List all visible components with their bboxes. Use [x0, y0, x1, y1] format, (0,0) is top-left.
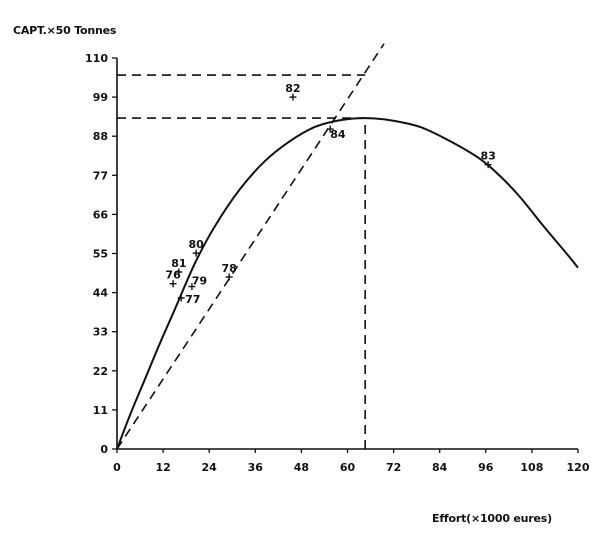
x-tick-label: 60	[340, 461, 356, 474]
data-point: 84	[326, 125, 346, 141]
data-point: 80	[188, 238, 204, 257]
x-axis-title: Effort(×1000 eures)	[432, 512, 552, 525]
y-tick-label: 99	[93, 91, 108, 104]
y-tick-label: 110	[85, 52, 108, 65]
reference-lines	[116, 43, 385, 450]
x-tick-label: 24	[202, 461, 218, 474]
y-tick-label: 55	[93, 248, 108, 261]
axes: 0 11 22 33 44 55 66 77 88 99 110 0 12 24 36 48 60 72 84 96 1…	[85, 52, 590, 474]
y-tick-label: 88	[93, 130, 108, 143]
x-tick-label: 12	[155, 461, 170, 474]
x-tick-label: 108	[520, 461, 543, 474]
y-tick-label: 66	[93, 208, 109, 221]
y-tick-label: 44	[93, 287, 109, 300]
x-tick-label: 0	[113, 461, 121, 474]
x-tick-label: 96	[478, 461, 494, 474]
data-point-label: 77	[185, 293, 200, 306]
diagonal-dashed-line	[116, 43, 385, 450]
data-point: 77	[177, 293, 200, 306]
data-point: 81	[171, 257, 187, 276]
x-tick-label: 120	[567, 461, 590, 474]
data-point: 83	[480, 150, 496, 169]
y-tick-label: 11	[93, 404, 108, 417]
x-tick-label: 84	[432, 461, 448, 474]
x-tick-label: 48	[294, 461, 309, 474]
x-tick-label: 36	[248, 461, 264, 474]
production-curve-path	[116, 117, 579, 450]
y-tick-label: 77	[93, 169, 108, 182]
data-point: 79	[188, 275, 207, 291]
data-point-label: 81	[171, 257, 186, 270]
production-curve	[116, 117, 579, 450]
y-tick-label: 22	[93, 365, 108, 378]
data-point: 78	[222, 262, 237, 281]
y-tick-label: 0	[100, 443, 108, 456]
data-point: 82	[285, 82, 301, 101]
data-point-label: 84	[330, 128, 346, 141]
y-axis-title: CAPT.×50 Tonnes	[13, 24, 117, 37]
data-point-label: 83	[480, 150, 495, 163]
x-tick-label: 72	[386, 461, 401, 474]
data-point-label: 82	[285, 82, 300, 95]
data-point-label: 79	[192, 275, 207, 288]
data-point-label: 78	[222, 262, 237, 275]
y-tick-label: 33	[93, 326, 108, 339]
data-point-label: 80	[188, 238, 204, 251]
